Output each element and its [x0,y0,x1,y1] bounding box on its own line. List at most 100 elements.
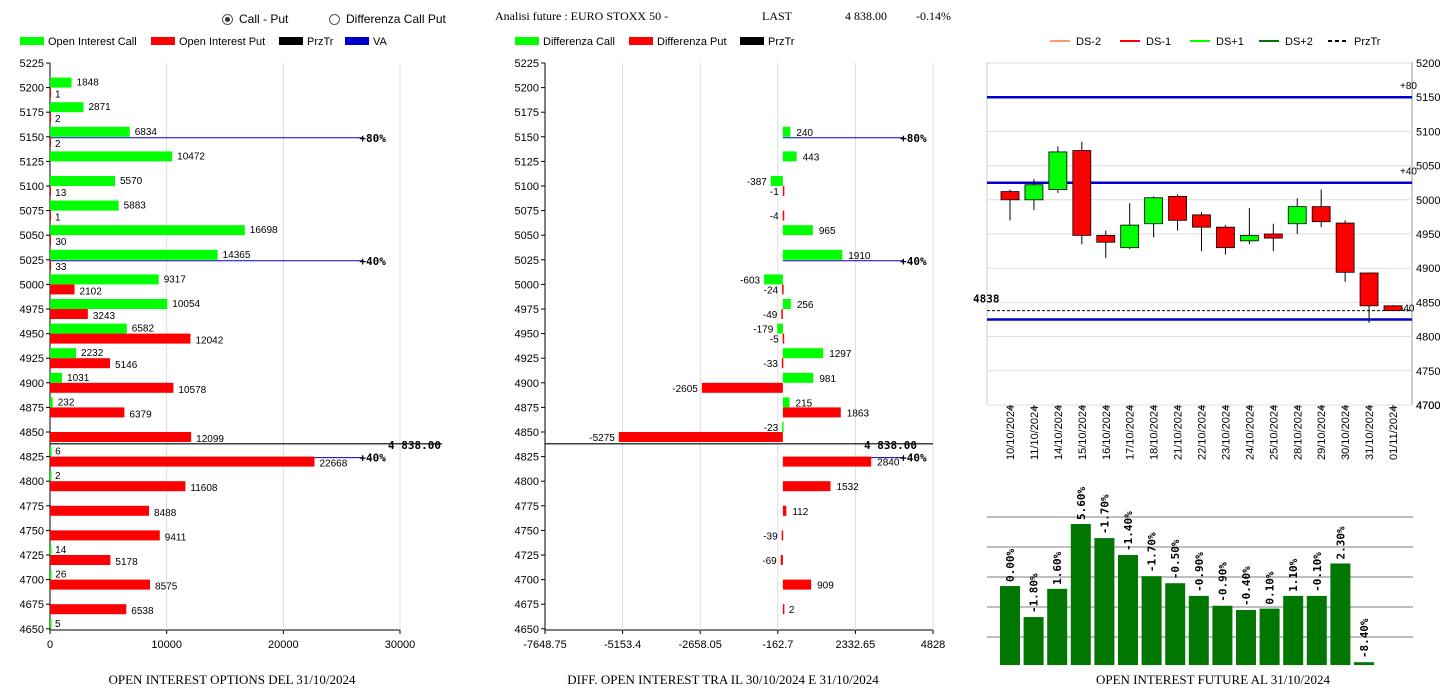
oi-ytick-label: 4700 [20,575,44,587]
diff-call-bar [770,176,783,186]
radio-call-put-indicator[interactable] [222,13,233,25]
oi-call-bar [50,372,63,383]
oi-ytick-label: 5125 [20,156,44,168]
oi-put-bar [50,555,111,565]
diff-put-bar-value: -33 [763,359,778,370]
oi-ytick-label: 5200 [20,83,44,95]
candle-date-label: 10/10/2024 [1005,405,1017,460]
candle-body [1383,305,1403,312]
diff-call-bar-value: 965 [819,226,836,237]
candle-legend-4-label: PrzTr [1354,36,1381,48]
oi-put-bar [50,210,51,221]
diff-xtick-label: -2658.05 [678,639,721,651]
candle-ytick-label: 4900 [1416,263,1440,275]
oi-put-value: 1 [55,213,61,224]
fut-bar [1000,586,1020,665]
diff-ytick-label: 4675 [515,599,539,611]
oi-put-bar [50,481,186,492]
legend-oi-2-swatch [279,37,303,45]
oi-call-value: 1031 [67,373,90,384]
fut-bar-label: -8.40% [1358,618,1371,658]
candle-level-label-1: +40 [1400,167,1417,178]
oi-call-value: 5883 [124,201,147,212]
diff-ytick-label: 4750 [515,525,539,537]
oi-call-bar [50,569,52,580]
diff-ytick-label: 5050 [515,230,539,242]
diff-ytick-label: 5125 [515,156,539,168]
fut-bar [1094,538,1115,665]
candle-ytick-label: 4950 [1416,229,1440,241]
diff-put-bar-value: 909 [817,581,834,592]
diff-call-bar [782,225,813,236]
header-change: -0.14% [916,9,951,23]
fut-bar [1283,595,1304,665]
legend-diff-1-swatch [629,37,653,45]
oi-call-value: 6 [55,447,61,458]
candle-last-label: 4838 [973,293,1000,306]
fut-bar-label: -1.80% [1028,573,1041,613]
oi-put-bar [50,259,51,270]
fut-bar-label: 1.60% [1051,551,1064,584]
candle-date-label: 18/10/2024 [1149,405,1161,460]
diff-call-bar-value: -387 [747,177,767,188]
legend-diff-0-label: Differenza Call [543,36,615,48]
oi-put-value: 3243 [93,311,116,322]
radio-differenza[interactable]: Differenza Call Put [329,12,446,26]
diff-ref-label-1: +40% [900,255,927,268]
diff-put-bar [782,456,872,467]
diff-put-bar [618,432,783,442]
diff-put-bar-value: -49 [763,310,778,321]
oi-call-bar [50,249,218,260]
diff-ytick-label: 5100 [515,181,539,193]
oi-ytick-label: 4850 [20,427,44,439]
oi-ytick-label: 5225 [20,58,44,70]
diff-ytick-label: 5000 [515,279,539,291]
fut-bar [1354,662,1374,665]
oi-ytick-label: 4775 [20,501,44,513]
oi-put-bar [50,333,191,344]
candle-level-label-0: +80 [1400,81,1417,92]
diff-ytick-label: 5175 [515,107,539,119]
oi-put-bar [50,432,192,442]
oi-call-value: 6582 [132,324,155,335]
diff-put-bar [782,604,785,615]
diff-put-bar [780,555,783,565]
oi-call-bar [50,397,53,408]
diff-ytick-label: 4725 [515,550,539,562]
oi-put-bar [50,407,125,418]
diff-call-bar-value: 240 [796,128,813,139]
oi-call-bar [50,299,168,309]
diff-call-bar-value: 215 [796,398,813,409]
diff-xtick-label: 2332.65 [836,639,876,651]
fut-bar-label: -0.50% [1169,539,1182,579]
candle-ytick-label: 5150 [1416,92,1440,104]
radio-differenza-indicator[interactable] [329,13,340,25]
diff-put-bar-value: -5 [770,335,779,346]
legend-diff-0-swatch [515,37,539,45]
legend-diff-2-label: PrzTr [768,36,795,48]
oi-put-bar [50,530,160,541]
oi-xtick-label: 10000 [151,639,182,651]
diff-put-bar-value: 112 [792,507,808,518]
candle-ytick-label: 4700 [1416,400,1440,412]
oi-put-value: 2102 [80,286,103,297]
oi-put-bar [50,284,75,295]
diff-put-bar-value: -5275 [589,433,615,444]
oi-call-bar [50,348,77,359]
diff-ytick-label: 4925 [515,353,539,365]
oi-put-value: 6379 [129,409,152,420]
oi-put-value: 22668 [319,459,347,470]
oi-put-bar [50,186,51,196]
diff-call-bar-value: -179 [753,325,773,336]
diff-put-bar-value: 1532 [837,482,860,493]
diff-call-bar [782,372,814,383]
candle-ytick-label: 4850 [1416,297,1440,309]
diff-ytick-label: 5225 [515,58,539,70]
fut-bar-label: -1.70% [1146,532,1159,572]
radio-call-put[interactable]: Call - Put [222,12,288,26]
diff-put-bar-value: 2 [789,605,795,616]
oi-call-value: 2871 [88,102,111,113]
fut-bar-label: 2.30% [1334,526,1347,559]
diff-call-bar-value: -23 [764,423,779,434]
diff-call-bar-value: 1297 [829,349,852,360]
